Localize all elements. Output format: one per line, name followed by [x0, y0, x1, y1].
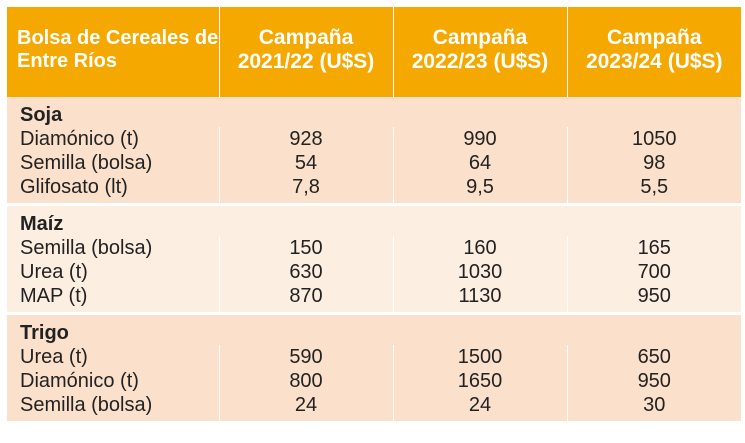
cell-2021-22: 630: [219, 260, 394, 284]
row-label: Urea (t): [7, 345, 220, 369]
row-label: Glifosato (lt): [7, 175, 220, 199]
cell-2021-22: 54: [219, 151, 394, 175]
row-label: Semilla (bolsa): [7, 236, 220, 260]
cell-2021-22: 24: [219, 393, 394, 417]
row-label: MAP (t): [7, 284, 220, 308]
header-campaign-2022-23: Campaña 2022/23 (U$S): [393, 7, 568, 93]
section-soja: Soja Diamónico (t) 928 990 1050 Semilla …: [7, 97, 741, 203]
cell-2023-24: 5,5: [567, 175, 741, 199]
header-title: Bolsa de Cereales de Entre Ríos: [7, 7, 220, 93]
cell-2022-23: 24: [393, 393, 568, 417]
cell-2022-23: 160: [393, 236, 568, 260]
table-row: Diamónico (t) 800 1650 950: [7, 369, 741, 393]
row-label: Diamónico (t): [7, 369, 220, 393]
header-row: Bolsa de Cereales de Entre Ríos Campaña …: [7, 7, 741, 93]
table-row: Semilla (bolsa) 54 64 98: [7, 151, 741, 175]
cell-2023-24: 30: [567, 393, 741, 417]
cell-2023-24: 165: [567, 236, 741, 260]
cell-2021-22: 150: [219, 236, 394, 260]
table-row: Urea (t) 630 1030 700: [7, 260, 741, 284]
cell-2023-24: 1050: [567, 127, 741, 151]
header-campaign-2023-24: Campaña 2023/24 (U$S): [567, 7, 741, 93]
table-row: MAP (t) 870 1130 950: [7, 284, 741, 308]
section-maiz: Maíz Semilla (bolsa) 150 160 165 Urea (t…: [7, 206, 741, 312]
section-title: Soja: [7, 97, 741, 127]
cell-2022-23: 1650: [393, 369, 568, 393]
cell-2022-23: 64: [393, 151, 568, 175]
cell-2021-22: 800: [219, 369, 394, 393]
cell-2021-22: 870: [219, 284, 394, 308]
cell-2023-24: 950: [567, 369, 741, 393]
section-title: Trigo: [7, 315, 741, 345]
cell-2022-23: 1030: [393, 260, 568, 284]
table-row: Urea (t) 590 1500 650: [7, 345, 741, 369]
cell-2021-22: 928: [219, 127, 394, 151]
table-row: Diamónico (t) 928 990 1050: [7, 127, 741, 151]
cell-2023-24: 950: [567, 284, 741, 308]
cell-2023-24: 650: [567, 345, 741, 369]
table-row: Semilla (bolsa) 24 24 30: [7, 393, 741, 417]
cell-2022-23: 9,5: [393, 175, 568, 199]
cell-2022-23: 1500: [393, 345, 568, 369]
cell-2022-23: 1130: [393, 284, 568, 308]
header-campaign-2021-22: Campaña 2021/22 (U$S): [219, 7, 394, 93]
section-title: Maíz: [7, 206, 741, 236]
table-row: Semilla (bolsa) 150 160 165: [7, 236, 741, 260]
section-trigo: Trigo Urea (t) 590 1500 650 Diamónico (t…: [7, 315, 741, 421]
price-table-container: Bolsa de Cereales de Entre Ríos Campaña …: [7, 7, 741, 439]
table-row: Glifosato (lt) 7,8 9,5 5,5: [7, 175, 741, 199]
cell-2023-24: 700: [567, 260, 741, 284]
row-label: Semilla (bolsa): [7, 393, 220, 417]
cell-2021-22: 590: [219, 345, 394, 369]
row-label: Urea (t): [7, 260, 220, 284]
cell-2023-24: 98: [567, 151, 741, 175]
price-table: Bolsa de Cereales de Entre Ríos Campaña …: [7, 7, 741, 421]
cell-2021-22: 7,8: [219, 175, 394, 199]
row-label: Semilla (bolsa): [7, 151, 220, 175]
row-label: Diamónico (t): [7, 127, 220, 151]
cell-2022-23: 990: [393, 127, 568, 151]
